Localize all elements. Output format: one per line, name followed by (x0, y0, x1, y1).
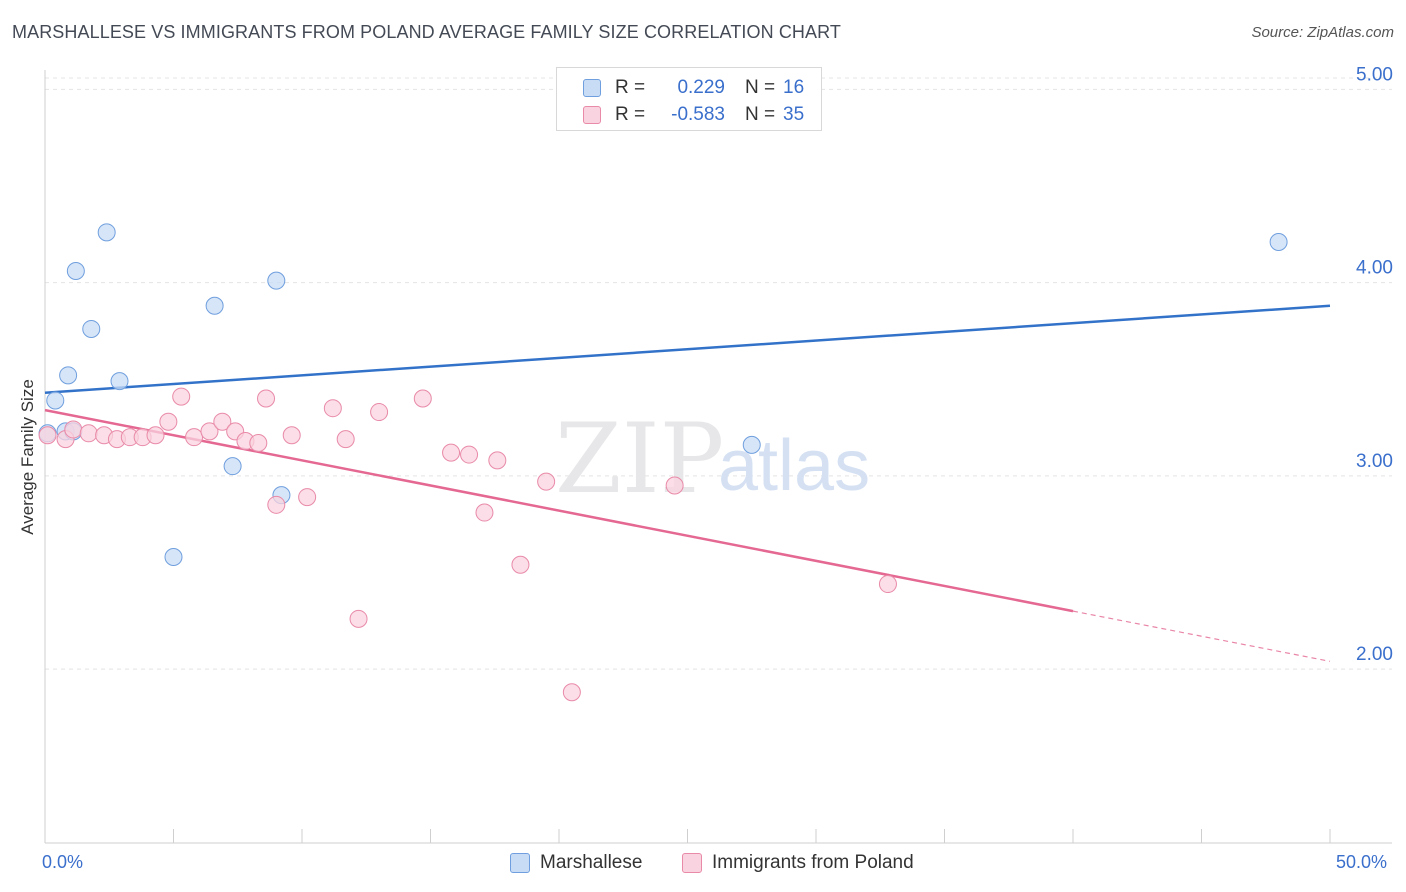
legend-r-value: -0.583 (671, 104, 725, 125)
trend-line (44, 408, 1074, 613)
data-point (267, 271, 286, 290)
legend-swatch-marshallese (583, 79, 601, 97)
watermark-zip: ZIP (555, 403, 724, 515)
data-point (164, 547, 183, 566)
data-point (460, 445, 479, 464)
data-point (370, 403, 389, 422)
legend-swatch-poland (583, 106, 601, 124)
data-point (172, 387, 191, 406)
data-point (213, 412, 232, 431)
data-point (742, 435, 761, 454)
data-point (1269, 232, 1288, 251)
series-legend-poland: Immigrants from Poland (682, 852, 914, 874)
data-point (488, 451, 507, 470)
data-point (66, 261, 85, 280)
data-point (159, 412, 178, 431)
data-point (257, 389, 276, 408)
data-point (267, 495, 286, 514)
legend-row-poland: R = -0.583 N = 35 (583, 103, 804, 127)
data-point (665, 476, 684, 495)
x-tick-label-min: 0.0% (42, 852, 84, 872)
legend-r-value: 0.229 (677, 77, 725, 98)
data-point (97, 223, 116, 242)
series-legend-swatch (510, 853, 530, 873)
watermark: ZIP atlas (555, 403, 870, 515)
data-point (146, 426, 165, 445)
legend-n-value: 35 (783, 104, 805, 125)
data-point (298, 488, 317, 507)
y-tick-label: 3.00 (1356, 451, 1393, 472)
source-credit: Source: ZipAtlas.com (1251, 24, 1394, 41)
data-point (46, 391, 65, 410)
trend-lines (44, 304, 1331, 662)
axes (44, 70, 1392, 844)
series-legend-swatch (682, 853, 702, 873)
data-point (82, 319, 101, 338)
chart-title: MARSHALLESE VS IMMIGRANTS FROM POLAND AV… (12, 22, 841, 42)
legend-n-label: N = (745, 104, 776, 125)
legend-row-marshallese: R = 0.229 N = 16 (583, 76, 804, 100)
series-legend-label: Immigrants from Poland (712, 852, 914, 873)
data-point (185, 428, 204, 447)
data-point (442, 443, 461, 462)
x-tick-label-max: 50.0% (1336, 852, 1388, 872)
y-tick-label: 5.00 (1356, 64, 1393, 85)
data-point (64, 420, 83, 439)
data-point (59, 366, 78, 385)
y-tick-label: 2.00 (1356, 644, 1393, 665)
correlation-legend: R = 0.229 N = 16 R = -0.583 N = 35 (556, 67, 822, 131)
data-point (511, 555, 530, 574)
data-point (223, 457, 242, 476)
series-legend-label: Marshallese (540, 852, 643, 873)
y-axis-label: Average Family Size (18, 379, 37, 535)
data-point (537, 472, 556, 491)
watermark-atlas: atlas (718, 426, 870, 506)
data-point (878, 575, 897, 594)
legend-n-value: 16 (783, 77, 805, 98)
legend-r-label: R = (615, 104, 646, 125)
data-point (336, 430, 355, 449)
y-tick-labels: 2.00 3.00 4.00 5.00 (1356, 64, 1393, 665)
data-point (249, 433, 268, 452)
data-point (562, 683, 581, 702)
data-point (200, 422, 219, 441)
grid-lines (45, 77, 1392, 670)
data-point (110, 372, 129, 391)
trend-line-extension (1072, 610, 1331, 662)
data-point (79, 424, 98, 443)
data-point (475, 503, 494, 522)
legend-r-label: R = (615, 77, 646, 98)
data-point (413, 389, 432, 408)
series-legend-marshallese: Marshallese (510, 852, 642, 874)
data-point (323, 399, 342, 418)
data-point (349, 609, 368, 628)
series-legend: Marshallese Immigrants from Poland (0, 852, 1406, 878)
legend-n-label: N = (745, 77, 776, 98)
y-tick-label: 4.00 (1356, 258, 1393, 279)
data-points (38, 223, 1288, 702)
data-point (38, 426, 57, 445)
trend-line (44, 304, 1331, 394)
data-point (282, 426, 301, 445)
data-point (205, 296, 224, 315)
